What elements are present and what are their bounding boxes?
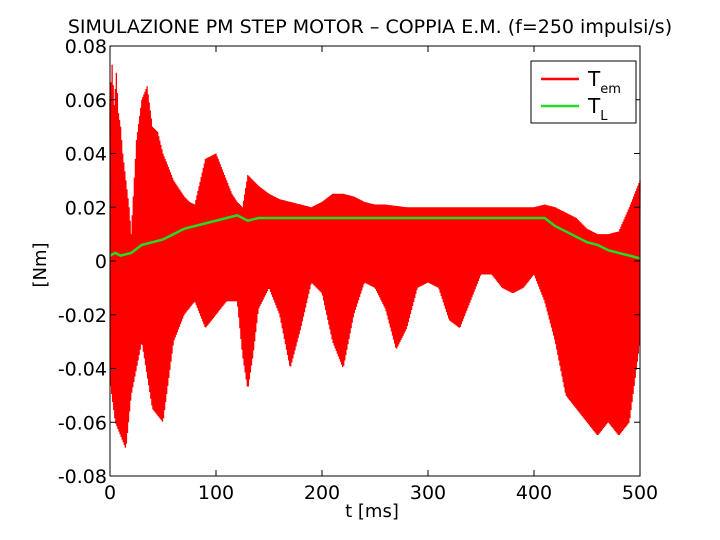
legend-box	[530, 60, 637, 124]
y-tick-label: -0.08	[58, 466, 107, 488]
x-axis-label: t [ms]	[345, 501, 399, 522]
y-tick-label: 0	[95, 251, 107, 273]
y-tick-label: 0.08	[65, 36, 107, 58]
x-tick-label: 200	[304, 482, 340, 504]
x-tick-label: 300	[410, 482, 446, 504]
y-axis-label: [Nm]	[30, 242, 51, 287]
chart-title: SIMULAZIONE PM STEP MOTOR – COPPIA E.M. …	[67, 16, 673, 38]
x-tick-label: 0	[104, 482, 116, 504]
legend-label-tem: Tem	[587, 67, 621, 97]
y-tick-label: 0.04	[65, 144, 107, 166]
ticks-layer: 0 100 200 300 400 500 0.08 0.06 0.04 0.02 0 -0.02 -0…	[58, 36, 658, 504]
y-tick-label: 0.02	[65, 197, 107, 219]
y-tick-label: -0.06	[58, 412, 107, 434]
x-tick-label: 100	[198, 482, 234, 504]
x-tick-label: 500	[622, 482, 658, 504]
legend-label-tl: TL	[587, 94, 608, 124]
series-tl-line	[109, 213, 641, 260]
y-tick-label: -0.02	[58, 305, 107, 327]
plot-layer	[109, 64, 641, 448]
legend: Tem TL	[530, 60, 637, 124]
series-tem-line	[109, 64, 641, 448]
y-tick-label: -0.04	[58, 359, 107, 381]
x-tick-label: 400	[516, 482, 552, 504]
y-tick-label: 0.06	[65, 90, 107, 112]
